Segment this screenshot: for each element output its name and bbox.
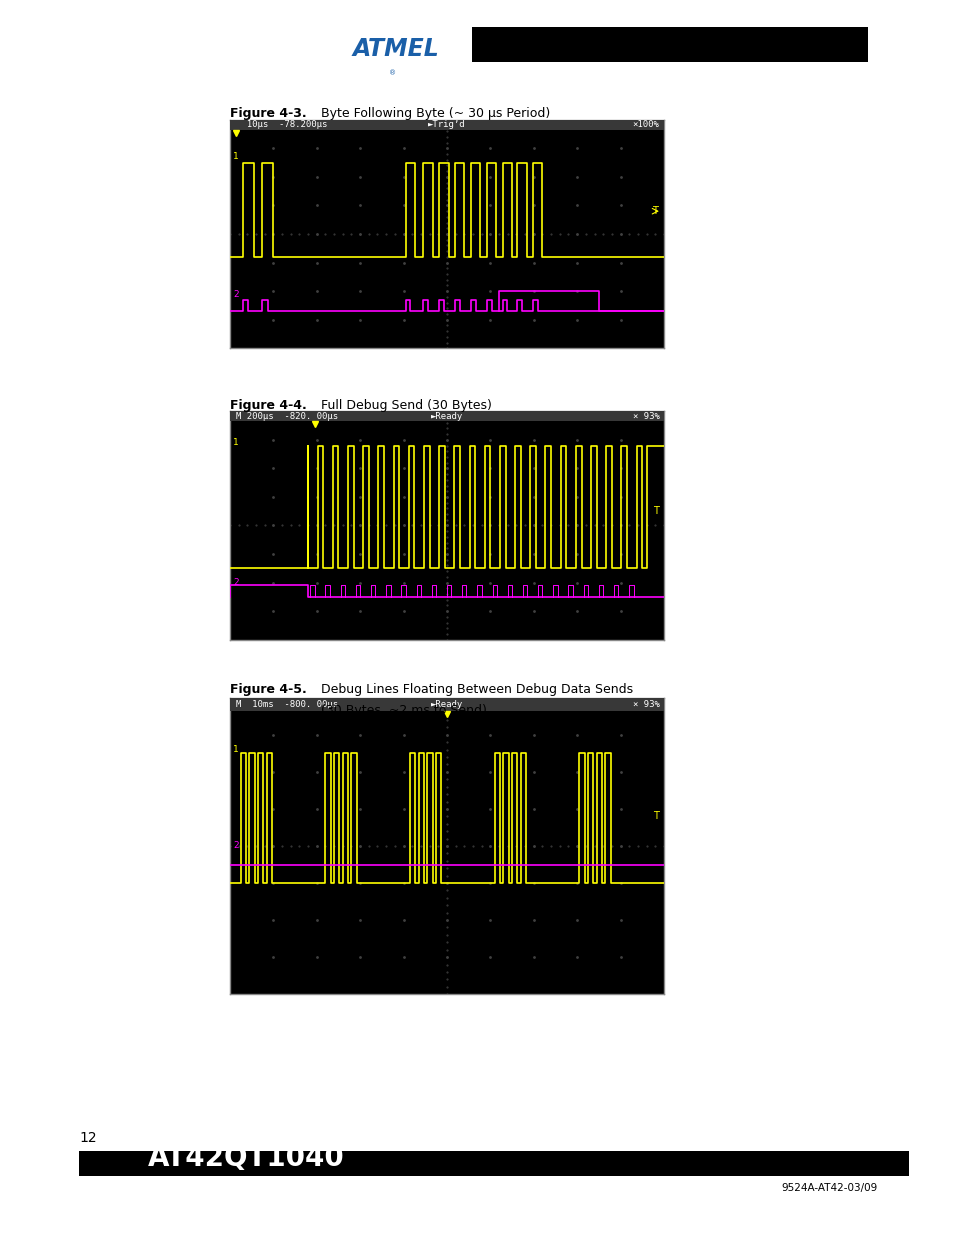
Text: 12: 12 bbox=[79, 1131, 96, 1145]
Text: 2: 2 bbox=[233, 841, 239, 851]
Text: 2: 2 bbox=[233, 289, 239, 299]
Text: Byte Following Byte (~ 30 μs Period): Byte Following Byte (~ 30 μs Period) bbox=[320, 107, 549, 121]
Text: AT42QT1040: AT42QT1040 bbox=[148, 1145, 344, 1172]
Text: 10μs  -78.200μs: 10μs -78.200μs bbox=[236, 120, 328, 130]
Text: Debug Lines Floating Between Debug Data Sends: Debug Lines Floating Between Debug Data … bbox=[320, 683, 632, 697]
Text: ►Ready: ►Ready bbox=[431, 411, 462, 421]
Text: ►Ready: ►Ready bbox=[431, 700, 462, 709]
Text: ►Trigʼd: ►Trigʼd bbox=[428, 120, 465, 130]
Text: T: T bbox=[652, 206, 658, 216]
Text: 1: 1 bbox=[233, 438, 239, 447]
Text: T: T bbox=[653, 811, 659, 821]
Text: 1: 1 bbox=[233, 745, 239, 755]
Text: Figure 4-5.: Figure 4-5. bbox=[230, 683, 306, 697]
Text: M 200μs  -820. 00μs: M 200μs -820. 00μs bbox=[236, 411, 338, 421]
Bar bbox=[230, 120, 663, 130]
Text: 2: 2 bbox=[233, 578, 239, 587]
Text: Figure 4-4.: Figure 4-4. bbox=[230, 399, 306, 412]
Bar bbox=[230, 411, 663, 421]
Text: ×100%: ×100% bbox=[632, 120, 659, 130]
Text: (30 Bytes, ~2 ms to Send): (30 Bytes, ~2 ms to Send) bbox=[320, 704, 486, 718]
Text: M  10ms  -800. 00μs: M 10ms -800. 00μs bbox=[236, 700, 338, 709]
Text: ATMEL: ATMEL bbox=[353, 37, 438, 61]
Bar bbox=[230, 698, 663, 710]
Text: T: T bbox=[653, 506, 659, 516]
Text: × 93%: × 93% bbox=[632, 411, 659, 421]
Text: 9524A-AT42-03/09: 9524A-AT42-03/09 bbox=[781, 1183, 877, 1193]
Text: Full Debug Send (30 Bytes): Full Debug Send (30 Bytes) bbox=[320, 399, 491, 412]
Text: × 93%: × 93% bbox=[632, 700, 659, 709]
Text: ®: ® bbox=[389, 70, 395, 77]
Text: Figure 4-3.: Figure 4-3. bbox=[230, 107, 306, 121]
Text: 1: 1 bbox=[233, 152, 239, 162]
